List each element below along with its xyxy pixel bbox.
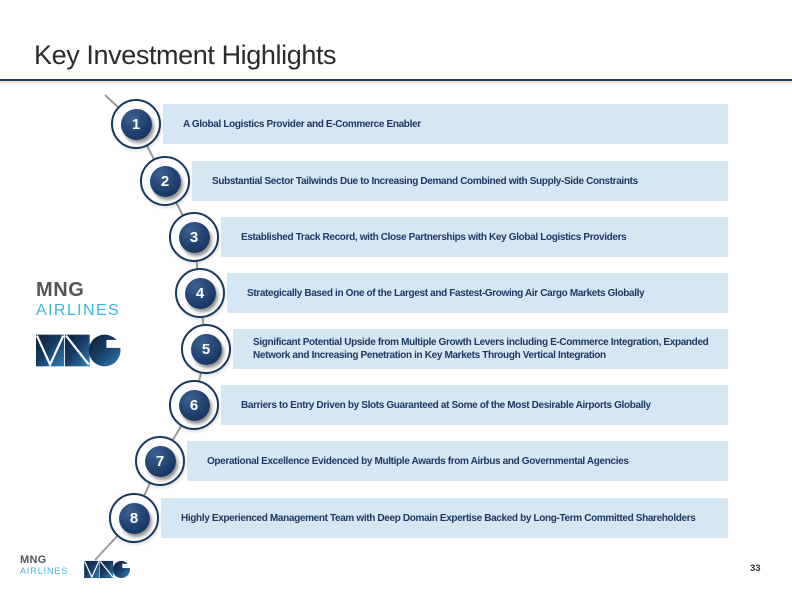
mng-airlines-wordmark-footer: MNG AIRLINES [20,554,68,577]
wordmark-mng: MNG [36,279,85,301]
highlight-text: Substantial Sector Tailwinds Due to Incr… [212,175,638,187]
highlight-number: 2 [149,165,181,197]
highlight-text: A Global Logistics Provider and E-Commer… [183,118,421,130]
mng-monogram-logo-footer [84,560,132,579]
highlight-banner: Substantial Sector Tailwinds Due to Incr… [192,161,728,201]
highlight-banner: Established Track Record, with Close Par… [221,217,728,257]
title-underline [0,79,792,81]
wordmark-mng: MNG [20,554,47,566]
highlight-text: Strategically Based in One of the Larges… [247,287,645,299]
highlight-node: 3 [169,212,219,262]
highlight-number: 6 [178,389,210,421]
highlight-node: 5 [181,324,231,374]
highlight-number: 4 [184,277,216,309]
highlight-node: 2 [140,156,190,206]
highlight-banner: Barriers to Entry Driven by Slots Guaran… [221,385,728,425]
highlight-node: 6 [169,380,219,430]
highlight-number: 7 [144,445,176,477]
highlight-banner: Strategically Based in One of the Larges… [227,273,728,313]
highlight-text: Barriers to Entry Driven by Slots Guaran… [241,399,651,411]
highlight-node: 7 [135,436,185,486]
highlight-node: 1 [111,99,161,149]
highlight-node: 8 [109,493,159,543]
highlight-banner: Significant Potential Upside from Multip… [233,329,728,369]
highlight-text: Significant Potential Upside from Multip… [253,337,709,361]
highlight-number: 5 [190,333,222,365]
wordmark-airlines: AIRLINES [20,566,69,576]
highlight-number: 8 [118,502,150,534]
wordmark-airlines: AIRLINES [36,302,121,319]
highlight-number: 1 [120,108,152,140]
highlight-banner: Operational Excellence Evidenced by Mult… [187,441,728,481]
highlight-node: 4 [175,268,225,318]
title-underline-accent [0,81,792,83]
highlight-banner: Highly Experienced Management Team with … [161,498,728,538]
highlight-number: 3 [178,221,210,253]
highlight-text: Established Track Record, with Close Par… [241,231,627,243]
page-number: 33 [750,563,761,574]
highlight-banner: A Global Logistics Provider and E-Commer… [163,104,728,144]
mng-monogram-logo [36,334,124,368]
highlight-text: Highly Experienced Management Team with … [181,512,696,524]
highlight-text: Operational Excellence Evidenced by Mult… [207,455,629,467]
mng-airlines-wordmark: MNG AIRLINES [36,280,120,320]
page-title: Key Investment Highlights [34,40,337,70]
